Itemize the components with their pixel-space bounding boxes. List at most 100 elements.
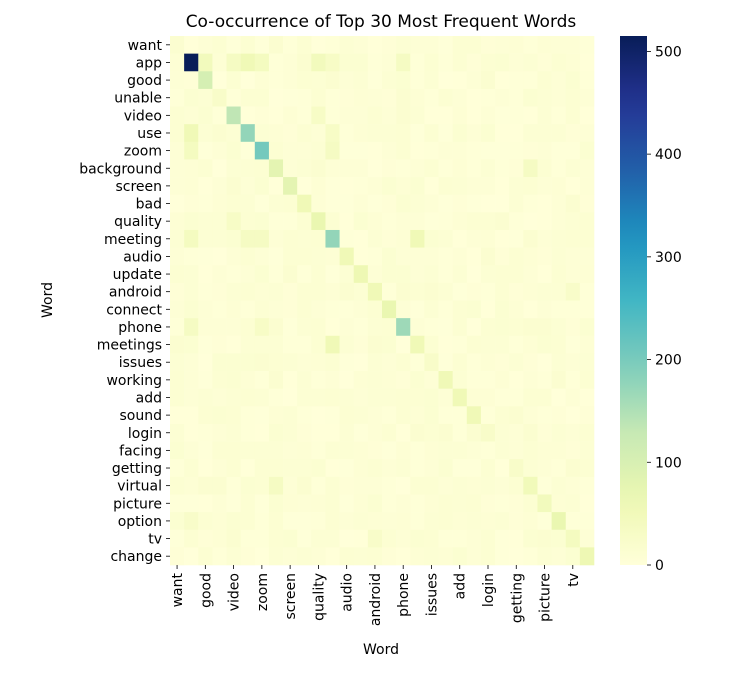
heatmap-cell — [509, 53, 524, 72]
heatmap-cell — [311, 282, 326, 301]
heatmap-cell — [382, 529, 397, 548]
heatmap-cell — [537, 194, 552, 213]
heatmap-cell — [212, 124, 227, 143]
heatmap-cell — [254, 124, 270, 143]
heatmap-cell — [551, 388, 567, 407]
heatmap-cell — [283, 388, 298, 407]
heatmap-cell — [480, 229, 496, 248]
colorbar-tick-label: 100 — [655, 455, 682, 471]
heatmap-cell — [424, 212, 439, 231]
heatmap-cell — [184, 494, 199, 513]
heatmap-cell — [424, 159, 439, 178]
heatmap-cell — [424, 265, 439, 284]
heatmap-cell — [382, 106, 397, 125]
heatmap-cell — [509, 494, 524, 513]
heatmap-cell — [283, 229, 298, 248]
heatmap-cell — [184, 476, 199, 495]
x-tick-label: getting — [509, 573, 525, 623]
heatmap-cell — [353, 229, 369, 248]
heatmap-cell — [551, 53, 567, 72]
heatmap-cell — [480, 88, 496, 107]
heatmap-cell — [495, 177, 510, 195]
heatmap-cell — [212, 459, 227, 478]
heatmap-cell — [339, 159, 355, 178]
heatmap-cell — [551, 353, 567, 372]
heatmap-cell — [268, 371, 284, 389]
heatmap-cell — [410, 141, 425, 160]
heatmap-cell — [396, 423, 411, 442]
heatmap-cell — [325, 106, 340, 125]
heatmap-cell — [367, 177, 383, 195]
heatmap-cell — [325, 318, 340, 337]
heatmap-cell — [226, 88, 241, 107]
heatmap-cell — [297, 194, 312, 213]
y-tick-label: option — [118, 514, 162, 530]
heatmap-cell — [579, 71, 595, 90]
heatmap-cell — [565, 318, 581, 337]
heatmap-cell — [424, 194, 439, 213]
heatmap-cell — [339, 371, 355, 389]
heatmap-cell — [480, 529, 496, 548]
y-tick-label: update — [113, 267, 162, 283]
heatmap-cell — [495, 512, 510, 531]
heatmap-cell — [226, 300, 241, 319]
heatmap-cell — [339, 335, 355, 354]
heatmap-cell — [311, 388, 326, 407]
heatmap-cell — [579, 265, 595, 284]
heatmap-cell — [353, 141, 369, 160]
heatmap-cell — [311, 247, 326, 266]
heatmap-cell — [353, 529, 369, 548]
heatmap-cell — [198, 159, 213, 178]
heatmap-cell — [565, 247, 581, 266]
heatmap-cell — [198, 247, 213, 266]
heatmap-cell — [367, 441, 383, 460]
heatmap-cell — [198, 265, 213, 284]
heatmap-cell — [495, 229, 510, 248]
heatmap-cell — [283, 36, 298, 54]
heatmap-cell — [367, 141, 383, 160]
heatmap-cell — [480, 247, 496, 266]
heatmap-cell — [551, 159, 567, 178]
heatmap-cell — [283, 494, 298, 513]
heatmap-cell — [226, 335, 241, 354]
heatmap-cell — [170, 512, 185, 531]
heatmap-cell — [551, 300, 567, 319]
heatmap-cell — [509, 547, 524, 566]
heatmap-cell — [579, 441, 595, 460]
colorbar-tick-label: 500 — [655, 44, 682, 60]
heatmap-cell — [523, 529, 538, 548]
heatmap-cell — [466, 212, 482, 231]
heatmap-cell — [396, 512, 411, 531]
heatmap-cell — [268, 229, 284, 248]
heatmap-cell — [452, 106, 468, 125]
heatmap-cell — [198, 423, 213, 442]
heatmap-cell — [452, 36, 468, 54]
heatmap-cell — [339, 441, 355, 460]
heatmap-cell — [480, 547, 496, 566]
heatmap-cell — [523, 423, 538, 442]
heatmap-cell — [410, 335, 425, 354]
heatmap-cell — [410, 459, 425, 478]
heatmap-cell — [367, 371, 383, 389]
heatmap-cell — [480, 212, 496, 231]
heatmap-cell — [452, 71, 468, 90]
heatmap-cell — [297, 229, 312, 248]
heatmap-cell — [579, 423, 595, 442]
heatmap-cell — [466, 476, 482, 495]
heatmap-cell — [509, 177, 524, 195]
heatmap-cell — [240, 318, 256, 337]
heatmap-cell — [325, 194, 340, 213]
heatmap-cell — [396, 282, 411, 301]
heatmap-cell — [226, 159, 241, 178]
heatmap-cell — [198, 177, 213, 195]
heatmap-cell — [311, 547, 326, 566]
heatmap-cell — [268, 494, 284, 513]
heatmap-cell — [537, 229, 552, 248]
heatmap-cell — [551, 282, 567, 301]
heatmap-cell — [452, 335, 468, 354]
y-tick-label: getting — [112, 461, 162, 477]
heatmap-cell — [466, 194, 482, 213]
heatmap-cell — [438, 318, 453, 337]
heatmap-cell — [410, 159, 425, 178]
